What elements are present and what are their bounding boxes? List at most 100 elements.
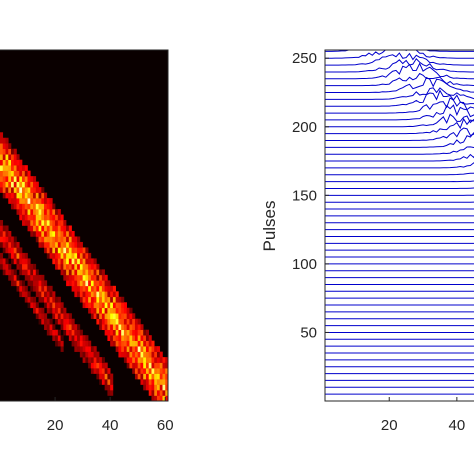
heatmap-cell — [52, 203, 56, 210]
heatmap-cell — [24, 220, 28, 226]
heatmap-cell — [35, 285, 39, 292]
heatmap-cell — [52, 258, 56, 265]
heatmap-cell — [0, 181, 4, 188]
heatmap-cell — [5, 154, 9, 160]
heatmap-cell — [112, 291, 116, 298]
heatmap-cell — [90, 285, 94, 292]
heatmap-cell — [35, 307, 39, 314]
heatmap-cell — [123, 335, 127, 341]
heatmap-cell — [126, 357, 130, 363]
heatmap-cell — [82, 258, 86, 265]
heatmap-cell — [19, 181, 23, 188]
heatmap-cell — [121, 307, 125, 314]
heatmap-cell — [57, 230, 61, 237]
heatmap-cell — [129, 362, 133, 369]
heatmap-cell — [118, 351, 122, 358]
heatmap-cell — [159, 351, 163, 358]
heatmap-cell — [143, 351, 147, 358]
heatmap-cell — [44, 285, 48, 292]
heatmap-cells — [0, 132, 168, 401]
heatmap-cell — [5, 241, 9, 248]
heatmap-cell — [165, 379, 168, 385]
heatmap-cell — [60, 220, 64, 226]
heatmap-cell — [112, 285, 116, 292]
heatmap-cell — [33, 203, 37, 210]
heatmap-cell — [137, 373, 141, 380]
heatmap-cell — [16, 280, 20, 287]
heatmap-cell — [38, 214, 42, 221]
heatmap-cell — [55, 214, 59, 221]
heatmap-cell — [33, 307, 37, 314]
heatmap-cell — [110, 329, 114, 336]
heatmap-cell — [107, 280, 111, 287]
heatmap-cell — [71, 318, 75, 325]
heatmap-cell — [154, 351, 158, 358]
heatmap-cell — [5, 258, 9, 265]
heatmap-cell — [151, 357, 155, 363]
heatmap-cell — [85, 296, 89, 303]
heatmap-cell — [60, 335, 64, 341]
heatmap-cell — [154, 395, 158, 401]
heatmap-cell — [24, 285, 28, 292]
heatmap-cell — [132, 324, 136, 330]
heatmap-cell — [38, 187, 42, 193]
heatmap-cell — [38, 313, 42, 320]
heatmap-cell — [107, 296, 111, 303]
heatmap-cell — [55, 220, 59, 226]
heatmap-cell — [63, 252, 67, 259]
heatmap-cell — [19, 291, 23, 298]
heatmap-cell — [35, 236, 39, 243]
heatmap-cell — [30, 269, 34, 276]
heatmap-cell — [85, 247, 89, 254]
heatmap-cell — [104, 302, 108, 309]
heatmap-cell — [104, 373, 108, 380]
heatmap-cell — [71, 247, 75, 254]
heatmap-cell — [110, 379, 114, 385]
heatmap-cell — [68, 247, 72, 254]
heatmap-cell — [49, 318, 53, 325]
heatmap-cell — [145, 379, 150, 385]
heatmap-cell — [140, 340, 144, 347]
heatmap-cell — [88, 296, 92, 303]
heatmap-cell — [16, 285, 20, 292]
heatmap-cell — [118, 307, 122, 314]
heatmap-cell — [68, 335, 72, 341]
heatmap-cell — [66, 324, 70, 330]
heatmap-cell — [30, 192, 34, 199]
heatmap-cell — [49, 285, 53, 292]
waterfall-trace-line — [325, 50, 474, 52]
heatmap-cell — [88, 258, 92, 265]
heatmap-cell — [63, 220, 67, 226]
heatmap-cell — [134, 351, 138, 358]
heatmap-cell — [99, 313, 103, 320]
heatmap-x-tick-label: 40 — [102, 417, 119, 434]
heatmap-cell — [55, 225, 59, 232]
heatmap-cell — [33, 263, 37, 270]
heatmap-cell — [165, 362, 168, 369]
heatmap-cell — [66, 252, 70, 259]
heatmap-cell — [99, 291, 103, 298]
heatmap-cell — [30, 209, 34, 215]
heatmap-cell — [24, 170, 28, 177]
heatmap-cell — [8, 176, 12, 182]
heatmap-cell — [2, 176, 6, 182]
heatmap-cell — [104, 280, 108, 287]
heatmap-cell — [60, 313, 64, 320]
heatmap-cell — [52, 313, 56, 320]
heatmap-cell — [134, 329, 138, 336]
heatmap-cell — [35, 198, 39, 204]
heatmap-cell — [145, 329, 150, 336]
heatmap-cell — [90, 263, 94, 270]
heatmap-cell — [30, 285, 34, 292]
heatmap-cell — [79, 329, 83, 336]
heatmap-cell — [85, 280, 89, 287]
heatmap-cell — [101, 274, 105, 281]
heatmap-cell — [16, 203, 20, 210]
heatmap-cell — [93, 280, 97, 287]
heatmap-cell — [38, 230, 42, 237]
heatmap-cell — [90, 302, 94, 309]
heatmap-cell — [11, 198, 15, 204]
heatmap-cell — [49, 296, 53, 303]
waterfall-axes-frame — [324, 49, 474, 402]
heatmap-cell — [74, 340, 78, 347]
